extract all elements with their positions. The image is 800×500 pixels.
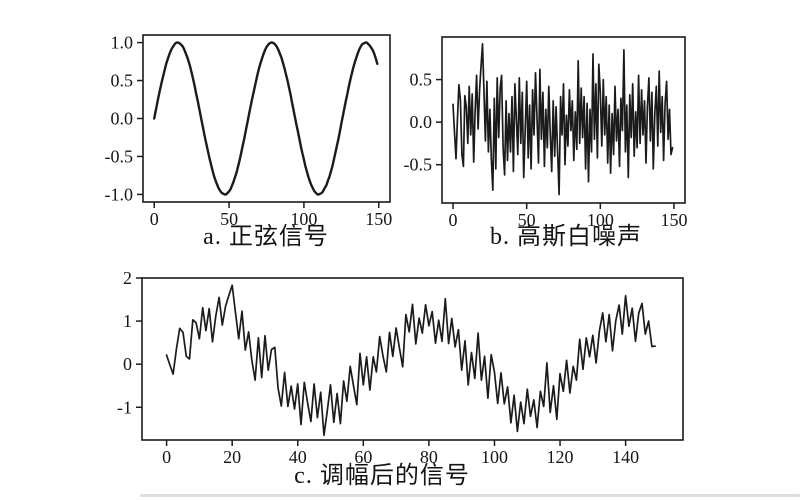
axes-frame-b bbox=[441, 36, 686, 204]
subplot-b-caption: b. 高斯白噪声 bbox=[490, 224, 642, 250]
y-tick-label: 1.0 bbox=[111, 33, 134, 53]
x-tick-label: 140 bbox=[612, 447, 639, 467]
x-tick-label: 40 bbox=[289, 447, 307, 467]
axes-frame-a bbox=[142, 34, 391, 203]
page-divider-line bbox=[140, 494, 800, 497]
y-tick-label: 0.0 bbox=[410, 112, 433, 132]
subplot-a: 0 50 100 150 1.0 0.5 0.0 -0.5 -1.0 bbox=[105, 33, 393, 229]
x-tick-label: 0 bbox=[150, 209, 159, 229]
y-tick-label: -0.5 bbox=[404, 155, 433, 175]
x-tick-label: 0 bbox=[449, 210, 458, 230]
signal-line-b bbox=[452, 42, 674, 196]
y-tick-label: 0.5 bbox=[111, 71, 134, 91]
subplot-b: 0 50 100 150 0.5 0.0 -0.5 bbox=[404, 36, 687, 230]
x-tick-label: 100 bbox=[587, 210, 614, 230]
x-tick-label: 0 bbox=[162, 447, 171, 467]
signal-line-c bbox=[165, 284, 656, 437]
y-tick-label: 0 bbox=[123, 354, 132, 374]
x-tick-label: 100 bbox=[290, 209, 317, 229]
axes-frame-c bbox=[141, 277, 684, 441]
x-tick-label: 120 bbox=[547, 447, 574, 467]
x-tick-label: 50 bbox=[220, 209, 238, 229]
subplot-a-caption: a. 正弦信号 bbox=[203, 224, 329, 250]
y-tick-label: -1.0 bbox=[105, 184, 134, 204]
y-tick-label: 0.0 bbox=[111, 109, 134, 129]
x-tick-label: 100 bbox=[481, 447, 508, 467]
x-tick-label: 50 bbox=[518, 210, 536, 230]
subplot-c: 0 20 40 60 80 100 120 140 2 1 0 -1 bbox=[117, 268, 684, 467]
x-tick-label: 150 bbox=[365, 209, 392, 229]
x-tick-label: 20 bbox=[223, 447, 241, 467]
signal-line-a bbox=[152, 41, 379, 196]
subplot-c-caption: c. 调幅后的信号 bbox=[294, 463, 470, 489]
y-tick-label: -0.5 bbox=[105, 146, 134, 166]
y-tick-label: 2 bbox=[123, 268, 132, 288]
x-tick-label: 60 bbox=[354, 447, 372, 467]
y-tick-label: 0.5 bbox=[410, 70, 433, 90]
x-tick-label: 80 bbox=[420, 447, 438, 467]
y-tick-label: 1 bbox=[123, 311, 132, 331]
x-tick-label: 150 bbox=[660, 210, 687, 230]
y-tick-label: -1 bbox=[117, 397, 132, 417]
